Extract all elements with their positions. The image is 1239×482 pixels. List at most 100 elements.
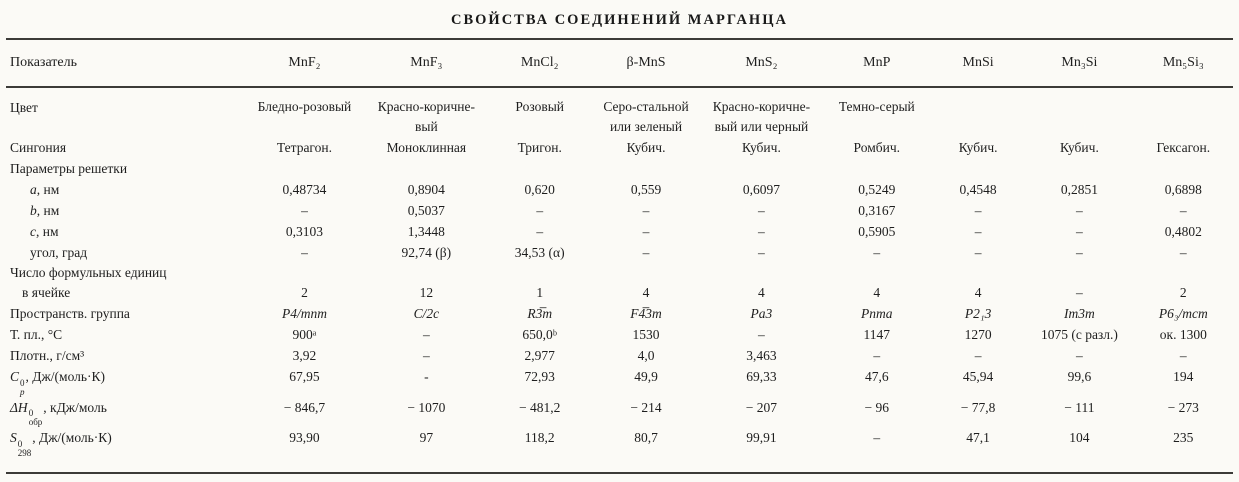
cell: Тригон. [517, 140, 562, 155]
cell: Моноклинная [386, 140, 467, 155]
cell: – [642, 224, 650, 239]
cell: – [974, 348, 982, 363]
quantity-symbol: ΔH [10, 399, 28, 415]
table-row-space-group: Пространств. группа P4/mnm C/2c R3̅m F4̅… [6, 303, 1233, 324]
table-row-formation-enthalpy: ΔH 0 обр, кДж/моль − 846,7 − 1070 − 481,2 … [6, 397, 1233, 428]
superscript: 0 [17, 438, 23, 449]
param-unit: , нм [36, 203, 60, 218]
cell: 4 [642, 285, 650, 300]
cell: − 77,8 [960, 399, 996, 415]
row-label: Плотн., г/см³ [10, 348, 85, 363]
cell: – [758, 224, 765, 239]
param-unit: , нм [36, 182, 60, 197]
quantity-unit: , кДж/моль [43, 399, 107, 415]
table-row-entropy: S 0 298, Дж/(моль·К) 93,90 97 118,2 80,7 9… [6, 427, 1233, 474]
superscript: 0 [28, 408, 34, 418]
cell: 0,8904 [407, 182, 445, 197]
cell: P2₁3 [964, 306, 992, 321]
table-row-color: Цвет Бледно-розовый Красно-коричне- вый … [6, 87, 1233, 137]
cell: − 481,2 [519, 399, 561, 415]
cell: P4/mnm [281, 306, 327, 321]
cell: F4̅3m [630, 306, 662, 321]
cell [1025, 87, 1133, 137]
cell: 67,95 [289, 369, 320, 384]
cell: 4 [974, 285, 982, 300]
cell: 45,94 [962, 369, 994, 384]
cell: 3,463 [746, 348, 777, 363]
quantity-symbol: S [10, 430, 17, 445]
cell: 0,3103 [285, 224, 324, 239]
cell: 4 [873, 285, 881, 300]
cell: − 207 [745, 399, 778, 415]
cell: Кубич. [958, 140, 998, 155]
table-row-melting-point: Т. пл., °С 900ᵃ – 650,0ᵇ 1530 – 1147 127… [6, 324, 1233, 345]
header-row: Показатель MnF₂ MnF₃ MnCl₂ β-MnS MnS₂ Mn… [6, 38, 1233, 88]
cell: 650,0ᵇ [522, 327, 557, 342]
quantity-unit: , Дж/(моль·К) [32, 430, 112, 445]
cell: 0,5037 [407, 203, 445, 218]
cell: 3,92 [292, 348, 317, 363]
cell: – [1076, 224, 1083, 239]
cell: – [1076, 285, 1083, 300]
cell: R3̅m [527, 306, 553, 321]
cell: Красно-коричне- вый [377, 99, 475, 134]
cell: 2,977 [524, 348, 555, 363]
cell: ок. 1300 [1159, 327, 1207, 342]
cell: – [1076, 203, 1083, 218]
cell: Розовый [515, 99, 565, 114]
cell: P6₃/mcm [1158, 306, 1208, 321]
param-unit: , нм [36, 224, 59, 239]
cell: 47,1 [930, 427, 1026, 474]
cell: – [301, 245, 308, 260]
cell: 34,53 (α) [514, 245, 565, 260]
row-label-line2: в ячейке [22, 285, 71, 300]
cell: Гексагон. [1156, 140, 1211, 155]
cell: 104 [1025, 427, 1134, 474]
cell: 1 [536, 285, 544, 300]
cell: 0,48734 [282, 182, 327, 197]
row-label: Т. пл., °С [10, 327, 63, 342]
cell: 900ᵃ [292, 327, 317, 342]
cell: Кубич. [742, 140, 781, 155]
row-label: a, нм [6, 179, 244, 200]
cell: − 111 [1064, 399, 1095, 415]
subscript: 298 [17, 447, 32, 458]
cell: Серо-стальной или зеленый [603, 99, 689, 134]
cell: C/2c [413, 306, 440, 321]
cell: 12 [419, 285, 434, 300]
supsub: 0 обр [29, 409, 43, 427]
cell: − 846,7 [283, 399, 326, 415]
column-header-mncl2: MnCl₂ [487, 38, 592, 88]
cell: Pa3 [750, 306, 773, 321]
cell: – [758, 327, 765, 342]
cell: – [422, 348, 430, 363]
cell: – [1076, 348, 1083, 363]
cell: 194 [1173, 369, 1194, 384]
column-header-mnsi: MnSi [930, 38, 1026, 88]
row-label: Пространств. группа [10, 306, 130, 321]
quantity-unit: , Дж/(моль·К) [25, 369, 106, 384]
row-label: Сингония [10, 140, 67, 155]
column-header-mnf3: MnF₃ [365, 38, 488, 88]
cell: 93,90 [243, 427, 366, 474]
row-label-line1: Число формульных единиц [10, 265, 167, 280]
cell: 4,0 [637, 348, 655, 363]
cell: 99,91 [700, 427, 823, 474]
cell: – [974, 245, 982, 260]
cell: – [1179, 245, 1187, 260]
page-title: СВОЙСТВА СОЕДИНЕНИЙ МАРГАНЦА [451, 12, 788, 28]
cell: 99,6 [1067, 369, 1092, 384]
properties-table: Показатель MnF₂ MnF₃ MnCl₂ β-MnS MnS₂ Mn… [6, 38, 1233, 474]
table-row-lattice-header: Параметры решетки [6, 158, 1233, 179]
param-symbol: c [30, 224, 36, 239]
cell: 92,74 (β) [401, 245, 452, 260]
table-row-b: b, нм – 0,5037 – – – 0,3167 – – – [6, 200, 1233, 221]
column-header-mns2: MnS₂ [700, 38, 823, 88]
cell: - [424, 369, 429, 384]
cell: 2 [301, 285, 308, 300]
superscript: 0 [20, 377, 25, 388]
